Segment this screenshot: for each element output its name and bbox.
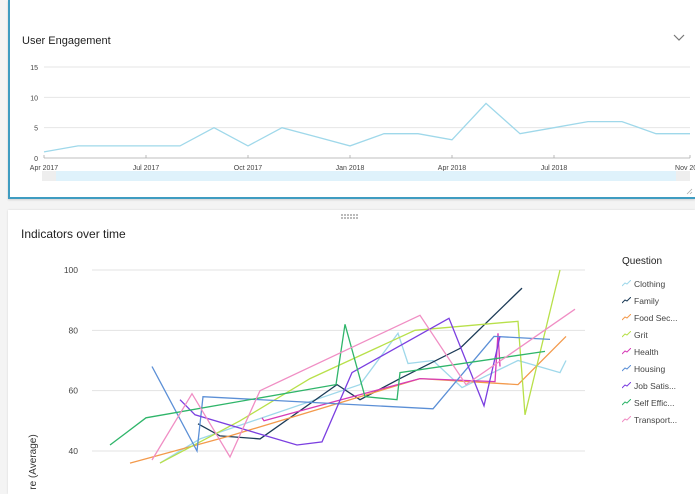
legend-item[interactable]: Self Effic... [622, 394, 677, 411]
y-tick-label: 80 [69, 325, 79, 335]
line-series-icon [622, 331, 631, 338]
y-tick-label: 60 [69, 386, 79, 396]
line-series-icon [622, 365, 631, 372]
legend-item-label: Health [634, 346, 659, 357]
legend-item-label: Family [634, 295, 660, 306]
y-tick-label: 10 [30, 95, 38, 102]
legend-title: Question [622, 256, 663, 267]
range-slider-right-handle[interactable] [676, 171, 690, 181]
legend-item[interactable]: Clothing [622, 275, 677, 292]
legend-item[interactable]: Food Sec... [622, 309, 677, 326]
series-line-job-satis [179, 317, 501, 446]
legend-item[interactable]: Grit [622, 326, 677, 343]
x-tick-label: Jul 2018 [541, 165, 568, 172]
legend-item-label: Clothing [634, 278, 666, 289]
line-series-icon [622, 314, 631, 321]
legend-item-label: Transport... [634, 414, 678, 425]
engagement-line [43, 102, 690, 153]
series-line-transport [151, 308, 576, 461]
series-line-health [261, 333, 501, 422]
series-line-grit [159, 269, 561, 464]
series-line-self-effic [109, 324, 546, 446]
x-tick-label: Apr 2018 [438, 165, 467, 172]
legend-item-label: Job Satis... [634, 380, 677, 391]
resize-handle-icon[interactable] [685, 187, 693, 195]
line-series-icon [622, 348, 631, 355]
legend-item[interactable]: Housing [622, 360, 677, 377]
indicators-chart: 40 60 80 100 re (Average) [28, 265, 585, 490]
line-series-icon [622, 399, 631, 406]
legend-item[interactable]: Transport... [622, 411, 677, 428]
line-series-icon [622, 416, 631, 423]
y-tick-label: 40 [69, 446, 79, 456]
user-engagement-chart: 0 5 10 15 Apr 2017 Jul 2017 Oct 2017 Jan 2018 A… [30, 65, 695, 181]
range-slider-left-handle[interactable] [42, 171, 56, 181]
line-series-icon [622, 382, 631, 389]
legend-item[interactable]: Job Satis... [622, 377, 677, 394]
line-series-icon [622, 297, 631, 304]
series-line-clothing [159, 331, 567, 464]
y-tick-label: 15 [30, 65, 38, 72]
line-series-icon [622, 280, 631, 287]
y-tick-label: 5 [34, 126, 38, 133]
legend-item[interactable]: Family [622, 292, 677, 309]
chevron-down-icon[interactable] [673, 33, 685, 43]
user-engagement-panel: User Engagement 0 5 10 15 Apr 2017 Jul 2017 O… [8, 0, 695, 199]
legend-item-label: Grit [634, 329, 648, 340]
indicators-panel: Indicators over time [8, 210, 695, 494]
legend-item-label: Housing [634, 363, 666, 374]
legend-item[interactable]: Health [622, 343, 677, 360]
series-line-food-sec [129, 335, 567, 464]
legend: Question Clothing Family Food Sec... Grit He… [622, 256, 677, 428]
legend-item-label: Self Effic... [634, 397, 675, 408]
x-tick-label: Jul 2017 [133, 165, 160, 172]
x-tick-label: Apr 2017 [30, 165, 59, 172]
x-tick-label: Oct 2017 [234, 165, 263, 172]
panel-title: Indicators over time [21, 227, 126, 241]
panel-title: User Engagement [22, 35, 111, 47]
y-axis-title: re (Average) [28, 434, 39, 489]
x-tick-label: Jan 2018 [336, 165, 365, 172]
x-tick-label: Nov 2018 [675, 165, 695, 172]
legend-item-label: Food Sec... [634, 312, 678, 323]
y-tick-label: 0 [34, 156, 38, 163]
series-line-housing [151, 335, 551, 454]
range-slider[interactable] [42, 171, 690, 181]
y-tick-label: 100 [64, 265, 78, 275]
drag-handle-icon[interactable] [340, 214, 362, 220]
